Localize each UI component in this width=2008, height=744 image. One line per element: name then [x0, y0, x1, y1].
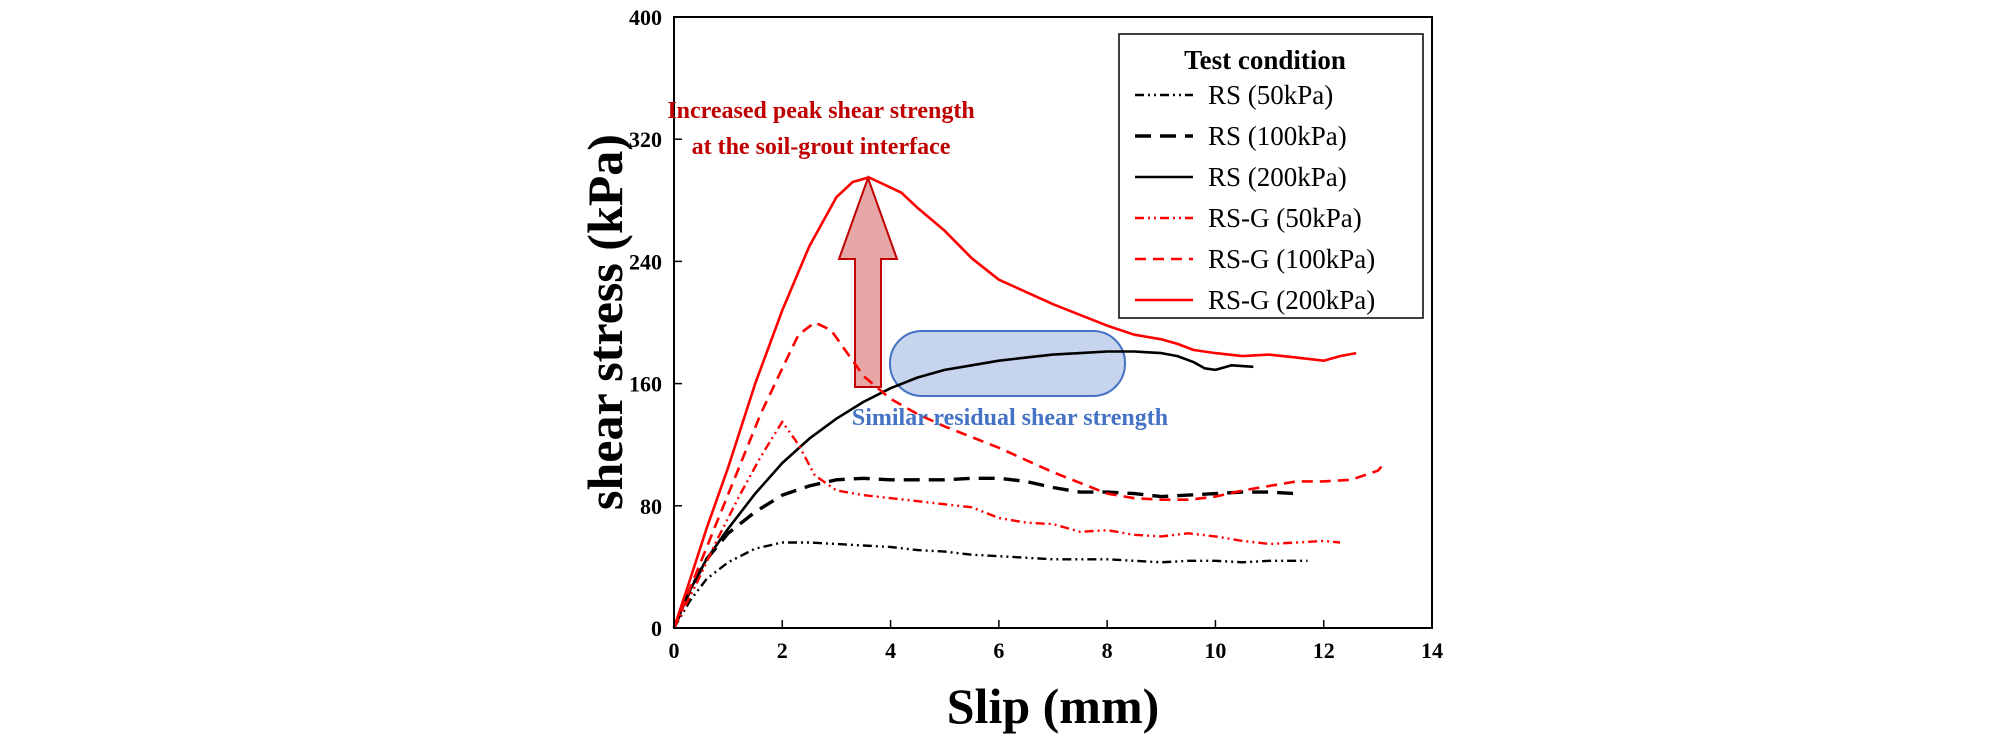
series-line-4	[672, 321, 1385, 629]
y-tick-label: 80	[640, 494, 662, 519]
legend: Test condition RS (50kPa)RS (100kPa)RS (…	[1118, 33, 1424, 319]
y-axis-title: shear stress (kPa)	[577, 134, 633, 510]
legend-items: RS (50kPa) RS (100kPa) RS (200kPa) RS-G (50…	[1135, 80, 1375, 315]
legend-label: RS (50kPa)	[1208, 80, 1333, 110]
series-layer	[672, 176, 1385, 629]
y-tick-label: 320	[629, 127, 662, 152]
peak-annotation-line1: Increased peak shear strength	[667, 98, 974, 124]
x-tick-label: 12	[1313, 638, 1335, 663]
peak-annotation-line2: at the soil-grout interface	[692, 134, 951, 160]
plot-frame	[673, 16, 1433, 629]
chart-panel: 0 2 4 6 8 10 12 14 0 80 160 240 320 400 Slip (mm) she…	[565, 0, 1450, 744]
series-line-2	[672, 350, 1254, 629]
y-tick-label: 400	[629, 5, 662, 30]
y-tick-label: 240	[629, 249, 662, 274]
shear-stress-chart: 0 2 4 6 8 10 12 14 0 80 160 240 320 400 Slip (mm) she…	[577, 5, 1443, 734]
x-tick-label: 10	[1204, 638, 1226, 663]
x-axis-title: Slip (mm)	[947, 678, 1160, 734]
peak-increase-arrow	[837, 175, 899, 388]
tick-layer: 0 2 4 6 8 10 12 14 0 80 160 240 320 400	[629, 5, 1443, 663]
series-line-5	[672, 176, 1357, 629]
legend-label: RS (100kPa)	[1208, 121, 1347, 151]
series-line-0	[672, 541, 1308, 629]
legend-title: Test condition	[1184, 45, 1346, 75]
x-tick-label: 4	[885, 638, 896, 663]
residual-highlight-region	[889, 330, 1126, 397]
x-tick-label: 0	[669, 638, 680, 663]
x-tick-label: 6	[993, 638, 1004, 663]
y-tick-label: 160	[629, 372, 662, 397]
x-tick-label: 8	[1102, 638, 1113, 663]
series-line-3	[672, 420, 1341, 629]
series-line-1	[672, 476, 1297, 629]
x-tick-label: 2	[777, 638, 788, 663]
legend-label: RS (200kPa)	[1208, 162, 1347, 192]
x-tick-label: 14	[1421, 638, 1443, 663]
y-tick-label: 0	[651, 616, 662, 641]
residual-annotation: Similar residual shear strength	[852, 405, 1168, 431]
legend-label: RS-G (100kPa)	[1208, 244, 1375, 274]
legend-label: RS-G (50kPa)	[1208, 203, 1362, 233]
legend-label: RS-G (200kPa)	[1208, 285, 1375, 315]
